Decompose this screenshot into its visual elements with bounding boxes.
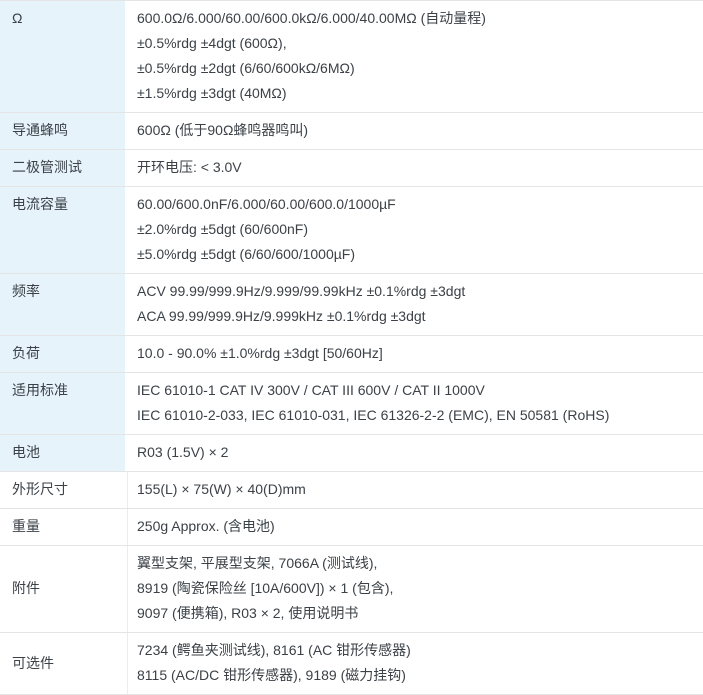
spec-label: 导通蜂鸣 [0,113,128,149]
spec-value-line: 8115 (AC/DC 钳形传感器), 9189 (磁力挂钩) [137,667,406,683]
spec-row: 适用标准 IEC 61010-1 CAT IV 300V / CAT III 60… [0,372,703,434]
spec-label: 负荷 [0,336,128,372]
spec-row: 频率 ACV 99.99/999.9Hz/9.999/99.99kHz ±0.1%… [0,273,703,335]
spec-value-line: 10.0 - 90.0% ±1.0%rdg ±3dgt [50/60Hz] [137,345,383,361]
spec-value-line: 155(L) × 75(W) × 40(D)mm [137,481,306,497]
spec-value-line: IEC 61010-1 CAT IV 300V / CAT III 600V /… [137,382,485,398]
spec-label: 可选件 [0,633,128,694]
spec-value-line: IEC 61010-2-033, IEC 61010-031, IEC 6132… [137,407,610,423]
spec-row: 重量 250g Approx. (含电池) [0,508,703,545]
spec-row: 外形尺寸 155(L) × 75(W) × 40(D)mm [0,471,703,508]
spec-value-line: 7234 (鳄鱼夹测试线), 8161 (AC 钳形传感器) [137,642,411,658]
spec-value-line: 250g Approx. (含电池) [137,518,275,534]
spec-value: 开环电压: < 3.0V [128,150,703,186]
spec-label: 频率 [0,274,128,335]
spec-value-line: ACA 99.99/999.9Hz/9.999kHz ±0.1%rdg ±3dg… [137,308,426,324]
spec-label: Ω [0,1,128,112]
spec-label: 电流容量 [0,187,128,273]
spec-value: R03 (1.5V) × 2 [128,435,703,471]
spec-value: ACV 99.99/999.9Hz/9.999/99.99kHz ±0.1%rd… [128,274,703,335]
spec-value: 10.0 - 90.0% ±1.0%rdg ±3dgt [50/60Hz] [128,336,703,372]
spec-value-line: ±5.0%rdg ±5dgt (6/60/600/1000µF) [137,246,356,262]
spec-value: 600Ω (低于90Ω蜂鸣器鸣叫) [128,113,703,149]
spec-label: 二极管测试 [0,150,128,186]
spec-value-line: R03 (1.5V) × 2 [137,444,229,460]
spec-value-line: ACV 99.99/999.9Hz/9.999/99.99kHz ±0.1%rd… [137,283,466,299]
spec-value: 7234 (鳄鱼夹测试线), 8161 (AC 钳形传感器) 8115 (AC/D… [128,633,703,694]
spec-label: 外形尺寸 [0,472,128,508]
spec-value-line: 开环电压: < 3.0V [137,159,242,175]
spec-row: 负荷 10.0 - 90.0% ±1.0%rdg ±3dgt [50/60Hz] [0,335,703,372]
spec-label: 电池 [0,435,128,471]
spec-row: Ω 600.0Ω/6.000/60.00/600.0kΩ/6.000/40.00M… [0,1,703,112]
spec-value-line: 60.00/600.0nF/6.000/60.00/600.0/1000µF [137,196,396,212]
spec-label: 适用标准 [0,373,128,434]
spec-value-line: ±2.0%rdg ±5dgt (60/600nF) [137,221,309,237]
spec-row: 导通蜂鸣 600Ω (低于90Ω蜂鸣器鸣叫) [0,112,703,149]
spec-value: 60.00/600.0nF/6.000/60.00/600.0/1000µF ±2… [128,187,703,273]
spec-value-line: 翼型支架, 平展型支架, 7066A (测试线), [137,555,378,571]
spec-label: 重量 [0,509,128,545]
spec-value: 600.0Ω/6.000/60.00/600.0kΩ/6.000/40.00MΩ… [128,1,703,112]
spec-row: 电池 R03 (1.5V) × 2 [0,434,703,471]
spec-value: 155(L) × 75(W) × 40(D)mm [128,472,703,508]
spec-value-line: ±0.5%rdg ±4dgt (600Ω), [137,35,287,51]
spec-value: IEC 61010-1 CAT IV 300V / CAT III 600V /… [128,373,703,434]
spec-value-line: 600.0Ω/6.000/60.00/600.0kΩ/6.000/40.00MΩ… [137,10,486,26]
spec-value-line: ±0.5%rdg ±2dgt (6/60/600kΩ/6MΩ) [137,60,355,76]
spec-value: 250g Approx. (含电池) [128,509,703,545]
spec-row: 二极管测试 开环电压: < 3.0V [0,149,703,186]
spec-value-line: 8919 (陶瓷保险丝 [10A/600V]) × 1 (包含), [137,580,394,596]
spec-row: 附件 翼型支架, 平展型支架, 7066A (测试线), 8919 (陶瓷保险丝 [… [0,545,703,632]
spec-value: 翼型支架, 平展型支架, 7066A (测试线), 8919 (陶瓷保险丝 [10… [128,546,703,632]
spec-label: 附件 [0,546,128,632]
spec-value-line: 600Ω (低于90Ω蜂鸣器鸣叫) [137,122,309,138]
spec-row: 电流容量 60.00/600.0nF/6.000/60.00/600.0/1000… [0,186,703,273]
spec-value-line: ±1.5%rdg ±3dgt (40MΩ) [137,85,287,101]
spec-row: 可选件 7234 (鳄鱼夹测试线), 8161 (AC 钳形传感器) 8115 (A… [0,632,703,694]
spec-value-line: 9097 (便携箱), R03 × 2, 使用说明书 [137,605,359,621]
